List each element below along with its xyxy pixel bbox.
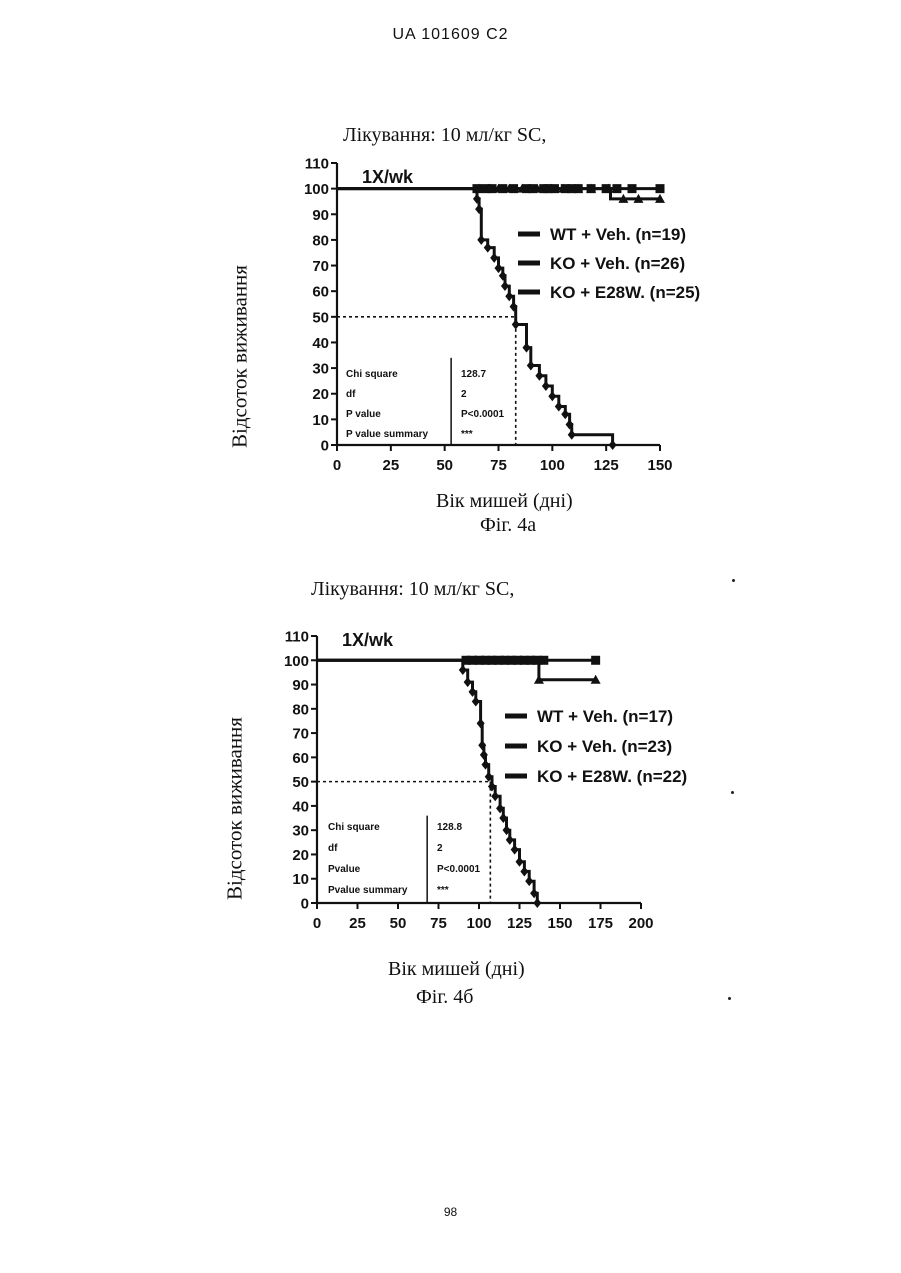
page-number: 98 [0, 1205, 901, 1219]
fig4b-x-tick-label: 0 [313, 915, 321, 932]
fig4b-y-tick-label: 80 [292, 701, 309, 718]
fig4b-x-tick-label: 25 [349, 915, 366, 932]
fig4b-x-tick-label: 150 [547, 915, 572, 932]
fig4b-event-mark [472, 697, 480, 707]
fig4b-legend-entry: KO + Veh. (n=23) [537, 737, 672, 756]
fig4b-stats-label: Pvalue summary [328, 885, 408, 896]
fig4b-stats-value: P<0.0001 [437, 864, 481, 875]
fig4b-event-mark [464, 677, 472, 687]
fig4b-y-tick-label: 10 [292, 871, 309, 888]
fig4b-y-tick-label: 30 [292, 823, 309, 840]
fig4b-event-mark [525, 876, 533, 886]
fig4b-y-tick-label: 90 [292, 677, 309, 694]
fig4b-stats-value: 128.8 [437, 822, 462, 833]
scan-speck [732, 579, 735, 582]
fig4b-caption: Фіг. 4б [416, 986, 473, 1009]
fig4b-x-tick-label: 200 [628, 915, 653, 932]
scan-speck [731, 791, 734, 794]
fig4b-censor-mark [591, 656, 600, 665]
fig4b-stats-label: Chi square [328, 822, 380, 833]
fig4b-event-mark [533, 898, 541, 908]
fig4b-dosing-label: 1X/wk [342, 630, 394, 650]
fig4b-y-tick-label: 70 [292, 726, 309, 743]
fig4b-event-mark [506, 835, 514, 845]
fig4b-legend-entry: WT + Veh. (n=17) [537, 707, 673, 726]
fig4b-y-tick-label: 100 [284, 653, 309, 670]
fig4b-stats-label: Pvalue [328, 864, 361, 875]
fig4b-y-tick-label: 0 [301, 896, 309, 913]
fig4b-x-tick-label: 100 [466, 915, 491, 932]
scan-speck [728, 997, 731, 1000]
fig4b-event-mark [520, 866, 528, 876]
fig4b-x-tick-label: 175 [588, 915, 613, 932]
fig4b-x-tick-label: 75 [430, 915, 447, 932]
fig4b-event-mark [459, 665, 467, 675]
fig4b-stats-label: df [328, 843, 338, 854]
fig4b-y-tick-label: 40 [292, 798, 309, 815]
fig4b-x-tick-label: 50 [390, 915, 407, 932]
fig4b-event-mark [491, 791, 499, 801]
fig4b-event-mark [516, 857, 524, 867]
fig4b-legend-entry: KO + E28W. (n=22) [537, 767, 687, 786]
fig4b-censor-mark [539, 656, 548, 665]
fig4b-series-line [317, 660, 596, 679]
fig4b-y-tick-label: 60 [292, 750, 309, 767]
fig4b-y-tick-label: 110 [285, 629, 309, 646]
fig4b-event-mark [511, 845, 519, 855]
fig4b-stats-value: *** [437, 885, 449, 896]
fig4b-y-tick-label: 20 [292, 847, 309, 864]
fig4b-y-tick-label: 50 [292, 774, 309, 791]
fig4b-x-axis-label: Вік мишей (дні) [388, 958, 525, 981]
fig4b-stats-value: 2 [437, 843, 443, 854]
fig4b-x-tick-label: 125 [507, 915, 532, 932]
